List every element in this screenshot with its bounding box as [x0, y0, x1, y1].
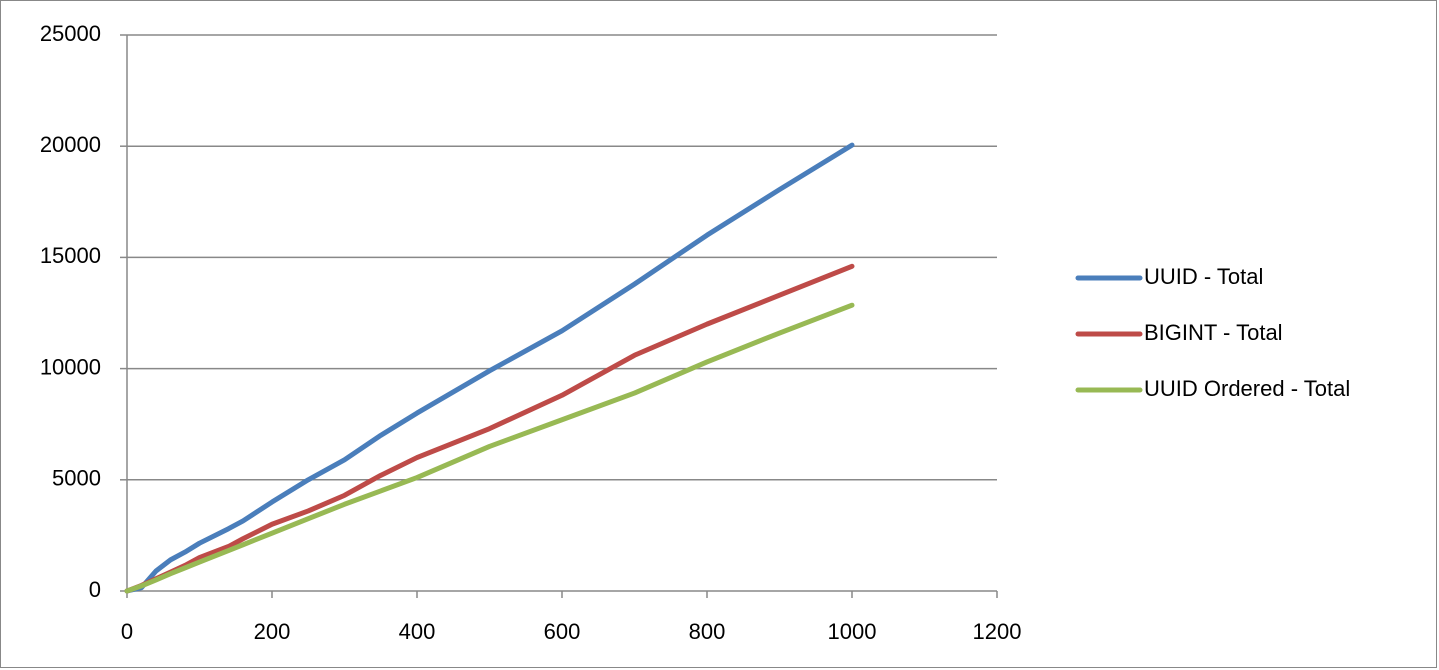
y-tick-label: 20000 — [40, 132, 101, 157]
x-tick-label: 1000 — [828, 619, 877, 644]
x-tick-label: 600 — [544, 619, 581, 644]
legend-label: UUID Ordered - Total — [1144, 376, 1350, 401]
series-line — [124, 302, 855, 594]
y-tick-label: 10000 — [40, 354, 101, 379]
y-tick-label: 25000 — [40, 21, 101, 46]
x-tick-label: 1200 — [973, 619, 1022, 644]
x-tick-label: 400 — [399, 619, 436, 644]
x-tick-label: 0 — [121, 619, 133, 644]
legend-label: UUID - Total — [1144, 264, 1263, 289]
x-tick-label: 200 — [254, 619, 291, 644]
y-tick-label: 5000 — [52, 466, 101, 491]
y-tick-label: 15000 — [40, 243, 101, 268]
x-tick-label: 800 — [689, 619, 726, 644]
series-line — [124, 142, 855, 594]
y-tick-label: 0 — [89, 577, 101, 602]
legend-label: BIGINT - Total — [1144, 320, 1283, 345]
